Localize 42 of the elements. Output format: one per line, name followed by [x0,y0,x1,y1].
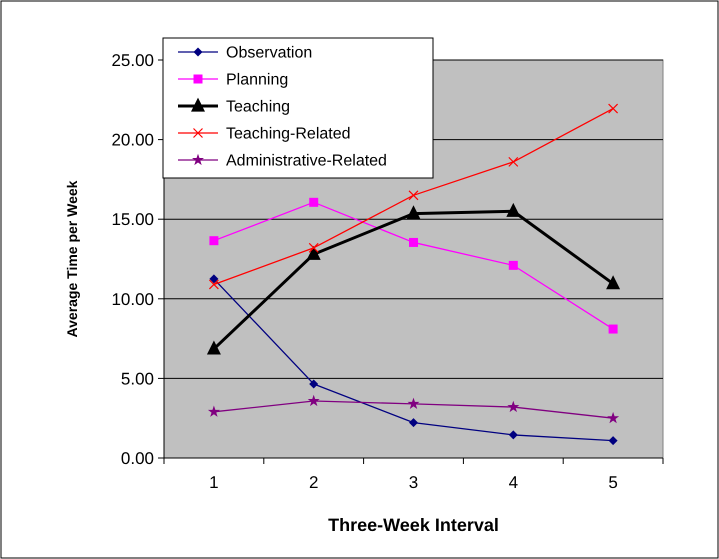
point [206,340,221,355]
y-tick-label: 5.00 [120,369,154,388]
point [309,379,318,388]
point [208,279,219,290]
point [508,430,518,440]
point [408,398,420,409]
point [209,236,218,246]
legend-label: Teaching-Related [226,126,351,143]
legend-label: Administrative-Related [226,152,387,170]
point [608,436,618,446]
y-tick-label: 0.00 [120,448,154,468]
point [507,400,520,412]
point [409,418,418,428]
x-tick-label: 2 [308,473,318,492]
point [306,246,321,260]
point [309,198,318,207]
x-axis-title: Three-Week Interval [328,515,499,535]
y-tick-label: 15.00 [111,210,154,230]
legend-label: Teaching [226,98,290,116]
point [408,190,419,200]
legend-label: Planning [226,72,288,89]
point [208,406,220,417]
point [607,412,620,424]
point [209,274,218,284]
legend-label: Observation [226,44,312,62]
point [608,324,618,334]
point [308,394,320,406]
point [508,156,518,167]
point [409,238,418,247]
y-tick-label: 10.00 [111,290,154,309]
x-tick-label: 3 [408,473,418,492]
y-tick-label: 20.00 [111,130,154,150]
point [508,260,518,270]
y-axis-title: Average Time per Week [64,180,80,338]
point [608,103,618,114]
point [406,205,420,220]
point [506,202,520,217]
point [606,275,620,290]
y-tick-label: 25.00 [111,50,154,70]
x-tick-label: 5 [608,473,618,492]
x-tick-label: 4 [508,473,518,492]
x-tick-label: 1 [209,473,219,492]
